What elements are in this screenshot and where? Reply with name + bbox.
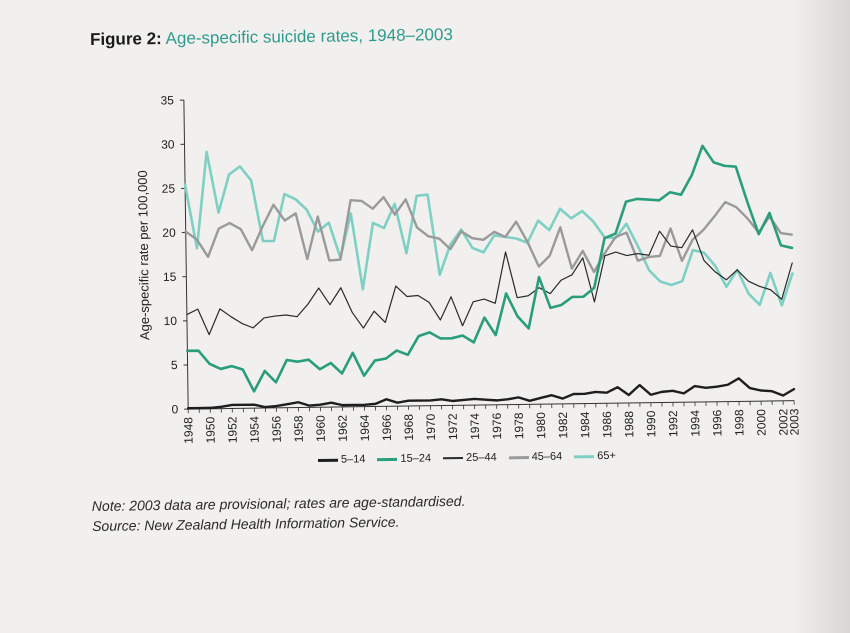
y-tick-label: 5 [171, 358, 178, 372]
x-tick-label: 1960 [314, 415, 328, 442]
legend-item: 25–44 [443, 452, 497, 465]
x-tick-label: 1980 [534, 412, 548, 439]
x-tick-label: 1994 [688, 410, 702, 437]
x-tick-label: 2002 [776, 408, 790, 435]
series-line-5–14 [186, 377, 796, 410]
y-tick-label: 10 [164, 314, 178, 328]
page-edge-shade [790, 0, 850, 633]
x-tick-label: 1974 [468, 413, 482, 440]
y-tick-label: 25 [162, 182, 176, 196]
x-tick-label: 2000 [754, 409, 768, 436]
figure-note: Note: 2003 data are provisional; rates a… [92, 491, 466, 536]
y-tick-label: 30 [161, 137, 175, 151]
x-tick-label: 1982 [556, 411, 570, 438]
y-tick-label: 15 [163, 270, 177, 284]
x-tick-label: 1952 [225, 416, 239, 443]
legend-item: 15–24 [377, 452, 431, 465]
x-tick-label: 1972 [446, 413, 460, 440]
legend-swatch [574, 454, 595, 458]
x-tick-label: 2003 [787, 408, 801, 435]
x-tick-label: 1958 [291, 415, 305, 442]
y-axis-line [183, 100, 189, 410]
series-line-15–24 [186, 144, 794, 393]
x-tick-label: 1978 [512, 412, 526, 439]
x-tick-label: 1992 [666, 410, 680, 437]
x-tick-label: 1962 [336, 415, 350, 442]
y-tick-label: 35 [160, 93, 174, 107]
x-tick-label: 1990 [644, 410, 658, 437]
x-tick-label: 1986 [600, 411, 614, 438]
y-axis-label: Age-specific rate per 100,000 [135, 170, 152, 340]
legend-item: 5–14 [317, 453, 366, 466]
y-tick-label: 0 [171, 402, 178, 416]
y-tick-label: 20 [162, 226, 176, 240]
x-axis-line [188, 400, 795, 410]
x-tick-label: 1970 [424, 413, 438, 440]
x-tick-label: 1950 [203, 416, 217, 443]
x-tick-label: 1998 [732, 409, 746, 436]
legend-swatch [443, 457, 464, 460]
x-tick-label: 1948 [181, 417, 195, 444]
x-tick-label: 1988 [622, 411, 636, 438]
x-tick-label: 1984 [578, 411, 592, 438]
series-line-25–44 [186, 229, 793, 336]
legend-swatch [508, 455, 529, 459]
legend-label: 45–64 [531, 450, 563, 464]
legend-label: 65+ [597, 449, 616, 463]
legend-label: 15–24 [400, 452, 432, 465]
x-tick-label: 1956 [269, 415, 283, 442]
legend-item: 65+ [574, 450, 616, 463]
x-tick-label: 1996 [710, 409, 724, 436]
x-tick-label: 1964 [358, 414, 372, 441]
legend-item: 45–64 [508, 450, 563, 464]
x-tick-label: 1966 [380, 414, 394, 441]
legend-swatch [317, 458, 339, 462]
series-line-65+ [183, 150, 794, 307]
chart-plot-group: 0 5 10 15 20 25 30 35 1948 1950 1952 1954 1956 1958 19… [135, 93, 802, 444]
x-tick-label: 1976 [490, 412, 504, 439]
x-tick-label: 1954 [247, 416, 261, 443]
legend-label: 25–44 [465, 451, 497, 464]
x-tick-label: 1968 [402, 414, 416, 441]
series-line-45–64 [184, 195, 794, 274]
legend-label: 5–14 [340, 453, 366, 466]
legend-swatch [377, 457, 398, 461]
